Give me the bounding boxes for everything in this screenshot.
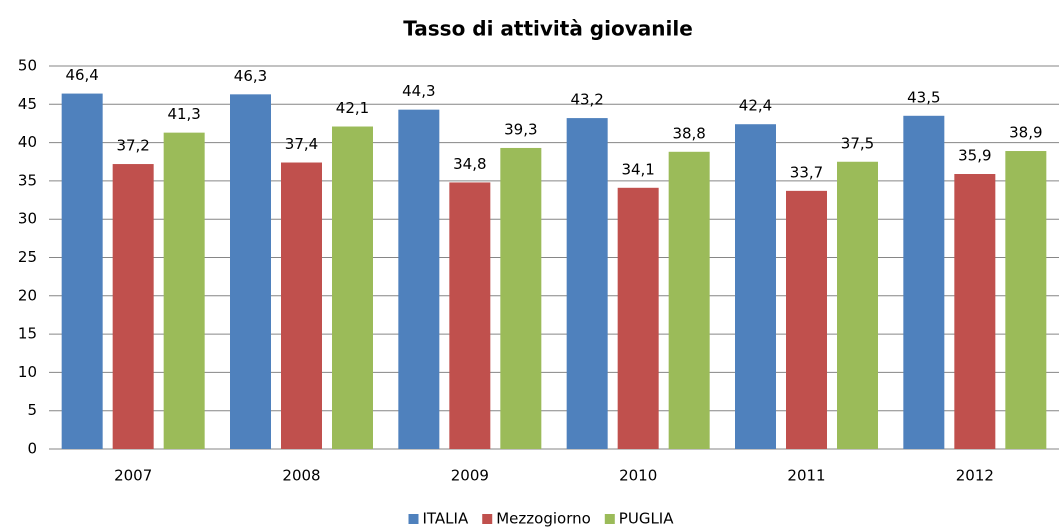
bar [230, 94, 271, 449]
y-tick-label: 50 [18, 57, 37, 75]
data-label: 46,3 [234, 67, 267, 85]
bar [566, 118, 608, 449]
legend-swatch [604, 514, 615, 524]
data-label: 37,4 [285, 135, 318, 153]
bar [735, 124, 776, 449]
y-tick-label: 35 [18, 171, 37, 189]
bar [1005, 151, 1047, 449]
legend-label: ITALIA [423, 510, 469, 528]
bar [786, 190, 827, 449]
y-tick-label: 20 [18, 286, 37, 304]
legend-label: Mezzogiorno [496, 510, 591, 528]
y-tick-label: 0 [27, 440, 37, 458]
y-tick-label: 5 [27, 401, 37, 419]
data-label: 39,3 [504, 120, 537, 138]
y-tick-label: 15 [18, 325, 37, 343]
bar [954, 174, 996, 450]
data-label: 34,1 [621, 160, 654, 178]
y-tick-label: 30 [18, 210, 37, 228]
bar [903, 115, 945, 449]
bar [617, 187, 659, 449]
x-tick-label: 2007 [114, 467, 152, 485]
y-tick-label: 45 [18, 95, 37, 113]
bar [281, 162, 322, 450]
bar [837, 161, 878, 449]
bar [398, 109, 440, 450]
data-label: 34,8 [453, 155, 486, 173]
data-label: 35,9 [958, 147, 991, 165]
x-tick-label: 2012 [956, 467, 994, 485]
x-tick-label: 2010 [619, 467, 657, 485]
bar [112, 164, 154, 449]
bar [163, 132, 205, 449]
data-label: 46,4 [65, 66, 98, 84]
x-tick-label: 2009 [451, 467, 489, 485]
data-label: 38,9 [1009, 124, 1042, 142]
bar [61, 93, 103, 450]
y-tick-label: 40 [18, 133, 37, 151]
data-label: 37,5 [841, 134, 874, 152]
data-label: 42,4 [739, 97, 772, 115]
data-label: 33,7 [790, 163, 823, 181]
legend-swatch [408, 514, 419, 524]
data-label: 41,3 [167, 105, 200, 123]
x-tick-label: 2008 [282, 467, 320, 485]
bar [500, 147, 542, 449]
x-tick-label: 2011 [787, 467, 825, 485]
legend-swatch [482, 514, 493, 524]
data-label: 38,8 [672, 124, 705, 142]
bar [668, 151, 710, 450]
data-label: 44,3 [402, 82, 435, 100]
bar [449, 182, 491, 449]
chart-title: Tasso di attività giovanile [403, 17, 693, 41]
data-label: 43,5 [907, 88, 940, 106]
data-label: 37,2 [116, 137, 149, 155]
bar [332, 126, 373, 449]
data-label: 42,1 [336, 99, 369, 117]
y-tick-label: 25 [18, 248, 37, 266]
legend-label: PUGLIA [619, 510, 674, 528]
y-tick-label: 10 [18, 363, 37, 381]
data-label: 43,2 [570, 91, 603, 109]
